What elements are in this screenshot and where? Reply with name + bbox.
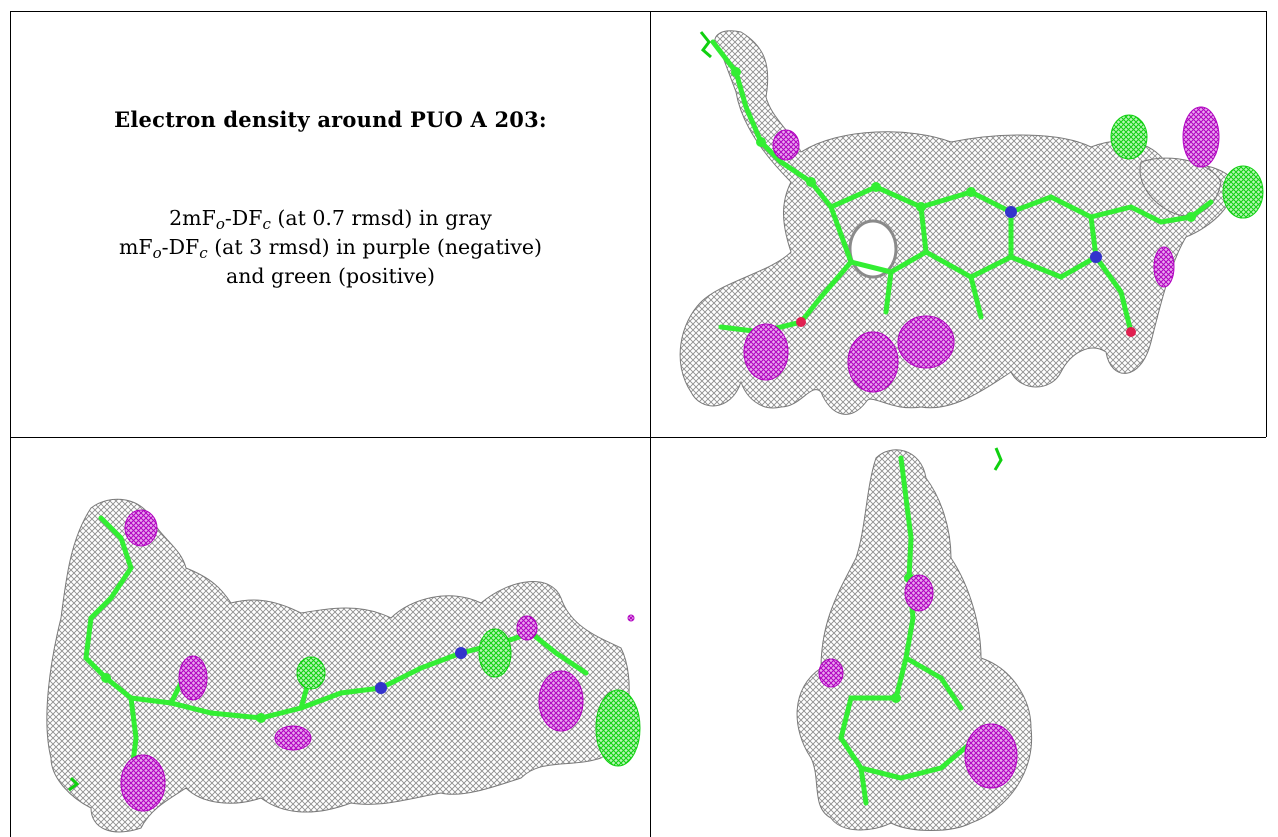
density-panel-bottom-right xyxy=(651,438,1266,837)
oxygen-atom xyxy=(796,317,806,327)
table-border-middle xyxy=(650,11,651,837)
map-legend: 2mFo-DFc (at 0.7 rmsd) in gray mFo-DFc (… xyxy=(119,204,542,291)
map-2fofc-gray xyxy=(46,498,630,833)
legend-term: 2mF xyxy=(169,206,216,230)
nitrogen-atom xyxy=(1005,206,1017,218)
legend-subscript: o xyxy=(152,244,162,262)
density-panel-top-right xyxy=(651,12,1266,437)
oxygen-atom xyxy=(1126,327,1136,337)
nitrogen-atom xyxy=(375,682,387,694)
legend-line-fofc: mFo-DFc (at 3 rmsd) in purple (negative) xyxy=(119,233,542,262)
ligand-atoms xyxy=(731,67,1196,337)
nitrogen-atom xyxy=(455,647,467,659)
table-border-left xyxy=(10,11,11,837)
table-border-right xyxy=(1266,11,1267,437)
map-2fofc-gray xyxy=(679,30,1234,415)
legend-line-positive: and green (positive) xyxy=(225,264,435,288)
table-border-row xyxy=(10,437,1266,438)
legend-subscript: o xyxy=(215,215,225,233)
map-negative-purple xyxy=(743,106,1220,393)
density-view-top-right xyxy=(679,30,1264,415)
figure-table: Electron density around PUO A 203: 2mFo-… xyxy=(10,11,1267,837)
legend-subscript: c xyxy=(199,244,208,262)
map-negative-purple xyxy=(120,509,635,812)
legend-line-2fofc: 2mFo-DFc (at 0.7 rmsd) in gray xyxy=(119,204,542,233)
legend-term: mF xyxy=(118,235,153,259)
map-positive-green xyxy=(993,447,1003,471)
density-view-bottom-right xyxy=(796,447,1033,831)
figure-title: Electron density around PUO A 203: xyxy=(114,107,547,132)
nitrogen-atom xyxy=(1090,251,1102,263)
legend-subscript: c xyxy=(262,215,271,233)
legend-description: (at 3 rmsd) in purple (negative) xyxy=(207,235,543,259)
legend-description: (at 0.7 rmsd) in gray xyxy=(270,206,492,230)
caption-cell: Electron density around PUO A 203: 2mFo-… xyxy=(11,12,650,437)
legend-term: -DF xyxy=(161,235,200,259)
density-panel-bottom-left xyxy=(11,438,650,837)
map-negative-purple xyxy=(818,574,1018,789)
map-positive-green xyxy=(68,628,641,792)
legend-term: -DF xyxy=(224,206,263,230)
table-border-top xyxy=(10,11,1266,12)
map-positive-green xyxy=(699,31,1264,219)
density-view-bottom-left xyxy=(46,498,641,833)
